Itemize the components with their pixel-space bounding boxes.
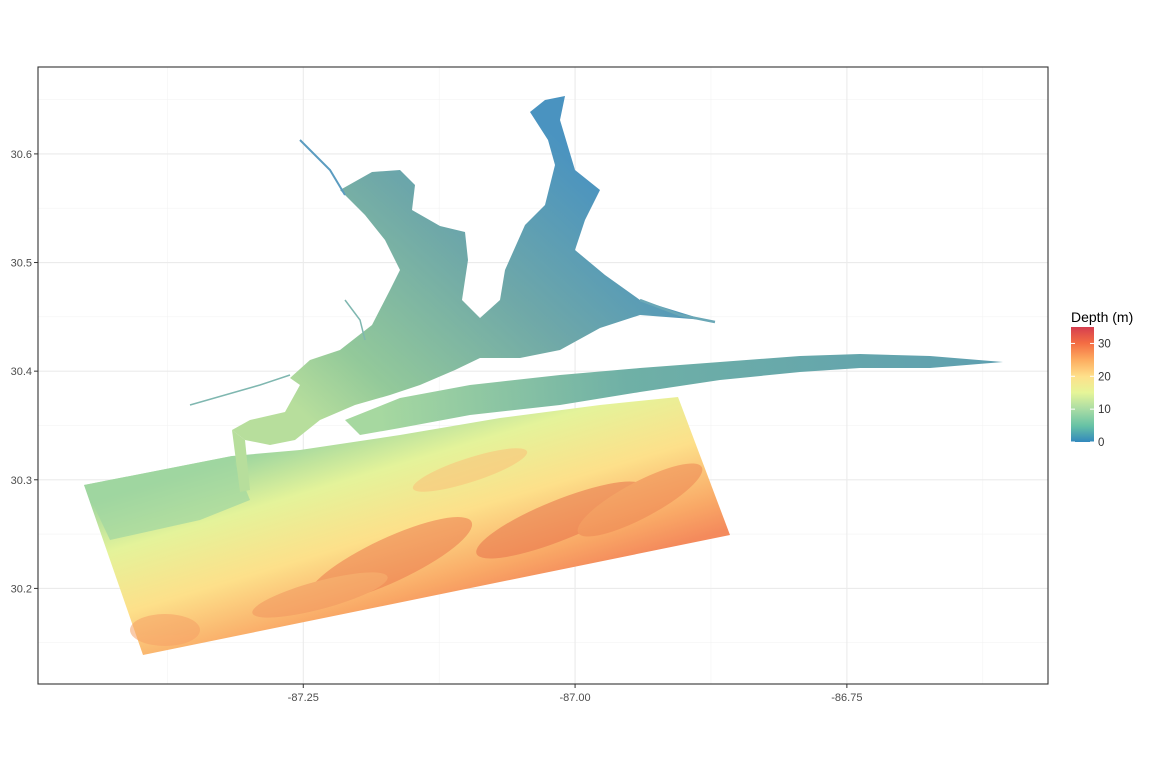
legend-tick-label: 30 xyxy=(1098,338,1111,350)
west-bayou-channel xyxy=(189,374,291,406)
y-tick-label: 30.5 xyxy=(11,258,32,270)
bay-region xyxy=(232,96,705,445)
legend-tick-label: 0 xyxy=(1098,437,1104,449)
legend-colorbar xyxy=(1071,327,1094,442)
sound-region xyxy=(345,354,1003,435)
upper-river-channel xyxy=(299,139,346,196)
y-tick-label: 30.2 xyxy=(11,583,32,595)
plot-border xyxy=(37,66,1049,685)
x-tick-label: -87.25 xyxy=(288,692,319,704)
x-tick-label: -87.00 xyxy=(559,692,590,704)
east-bay-arm xyxy=(639,298,716,324)
y-tick-label: 30.6 xyxy=(11,149,32,161)
x-tick-label: -86.75 xyxy=(831,692,862,704)
legend-tick-label: 20 xyxy=(1098,371,1111,383)
offshore-shallow-edge xyxy=(84,456,250,540)
y-tick-label: 30.3 xyxy=(11,475,32,487)
pass-inlet xyxy=(232,430,250,492)
legend-tick-label: 10 xyxy=(1098,404,1111,416)
northwest-river-channel xyxy=(344,299,366,341)
offshore-deep-ridges xyxy=(130,448,703,646)
legend-ticks: 0 10 20 30 xyxy=(1071,338,1111,449)
y-tick-label: 30.4 xyxy=(11,366,32,378)
axis-ticks: -87.25 -87.00 -86.75 30.2 30.3 30.4 30.5 30.6 xyxy=(11,149,863,704)
legend-title: Depth (m) xyxy=(1071,309,1133,325)
